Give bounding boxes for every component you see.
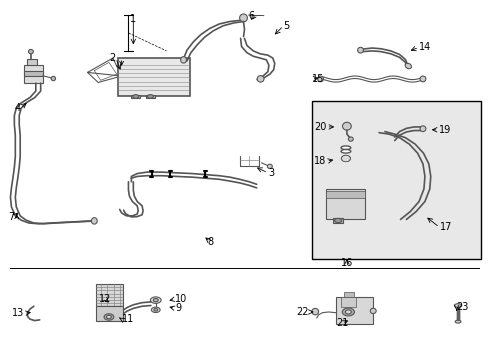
Ellipse shape xyxy=(147,95,153,98)
Ellipse shape xyxy=(345,310,350,314)
Ellipse shape xyxy=(454,320,460,323)
Text: 18: 18 xyxy=(313,156,326,166)
Ellipse shape xyxy=(340,146,350,149)
Text: 22: 22 xyxy=(296,307,308,317)
Text: 14: 14 xyxy=(418,42,430,52)
Ellipse shape xyxy=(133,95,139,98)
Ellipse shape xyxy=(369,308,375,314)
Ellipse shape xyxy=(419,76,425,82)
Text: 12: 12 xyxy=(99,294,111,304)
Bar xyxy=(344,292,353,297)
Bar xyxy=(340,297,355,307)
Ellipse shape xyxy=(317,76,323,82)
Text: 1: 1 xyxy=(130,14,136,24)
Bar xyxy=(335,297,372,324)
Ellipse shape xyxy=(151,307,160,312)
Bar xyxy=(96,284,122,306)
Ellipse shape xyxy=(267,164,272,168)
Ellipse shape xyxy=(51,76,56,81)
Bar xyxy=(131,95,140,98)
Ellipse shape xyxy=(342,122,350,130)
Ellipse shape xyxy=(419,126,425,132)
Text: 7: 7 xyxy=(8,212,14,221)
Ellipse shape xyxy=(154,309,158,311)
Ellipse shape xyxy=(91,218,97,224)
Ellipse shape xyxy=(347,137,352,141)
Bar xyxy=(146,95,155,98)
Text: 4: 4 xyxy=(14,103,20,113)
Bar xyxy=(311,101,480,259)
Text: 17: 17 xyxy=(439,222,451,232)
Ellipse shape xyxy=(342,308,354,316)
Text: 21: 21 xyxy=(335,319,347,328)
Ellipse shape xyxy=(405,63,411,69)
Bar xyxy=(24,65,42,83)
Text: 9: 9 xyxy=(175,303,181,314)
Text: 2: 2 xyxy=(109,53,116,63)
Text: 6: 6 xyxy=(247,11,254,21)
Text: 15: 15 xyxy=(311,74,324,84)
Bar xyxy=(326,189,365,220)
Ellipse shape xyxy=(239,14,247,22)
Bar xyxy=(326,191,365,198)
Ellipse shape xyxy=(311,309,318,315)
Ellipse shape xyxy=(357,47,363,53)
Bar xyxy=(27,59,37,65)
Bar xyxy=(332,218,342,223)
Text: 13: 13 xyxy=(12,309,24,318)
Text: 3: 3 xyxy=(267,168,273,178)
Ellipse shape xyxy=(150,297,161,303)
Bar xyxy=(24,71,42,76)
Ellipse shape xyxy=(453,304,461,307)
Text: 10: 10 xyxy=(175,294,187,304)
Ellipse shape xyxy=(334,219,341,223)
Bar xyxy=(118,58,189,96)
Text: 19: 19 xyxy=(438,125,450,135)
Circle shape xyxy=(341,155,349,162)
Bar xyxy=(96,306,122,320)
Ellipse shape xyxy=(257,76,264,82)
Ellipse shape xyxy=(340,149,350,153)
Ellipse shape xyxy=(180,57,186,63)
Ellipse shape xyxy=(153,298,158,302)
Ellipse shape xyxy=(106,315,111,319)
Ellipse shape xyxy=(341,156,349,161)
Text: 20: 20 xyxy=(313,122,326,132)
Text: 5: 5 xyxy=(283,21,289,31)
Text: 16: 16 xyxy=(340,258,352,268)
Text: 23: 23 xyxy=(456,302,468,312)
Text: 8: 8 xyxy=(207,237,213,247)
Ellipse shape xyxy=(104,314,114,320)
Text: 11: 11 xyxy=(122,314,134,324)
Ellipse shape xyxy=(28,49,33,54)
